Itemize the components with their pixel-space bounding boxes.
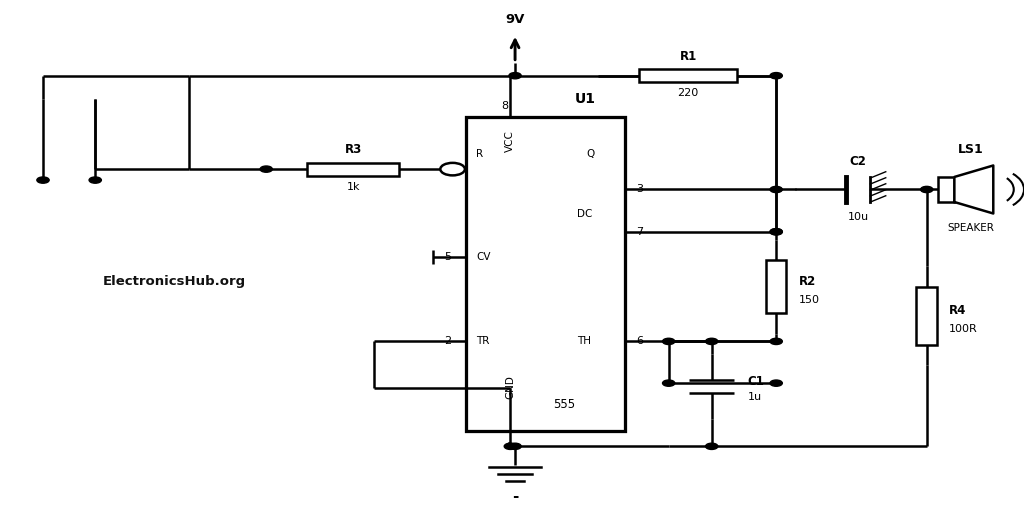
Text: 1: 1 bbox=[507, 442, 514, 452]
Text: GND: GND bbox=[506, 375, 515, 399]
Text: R: R bbox=[476, 149, 483, 159]
Text: 10u: 10u bbox=[848, 212, 868, 222]
Text: 4: 4 bbox=[444, 164, 451, 174]
Text: 6: 6 bbox=[637, 336, 643, 347]
Text: 3: 3 bbox=[637, 184, 643, 195]
Bar bbox=[766, 260, 786, 313]
Text: 5: 5 bbox=[444, 252, 451, 262]
Bar bbox=[466, 117, 625, 431]
Polygon shape bbox=[954, 165, 993, 213]
Circle shape bbox=[663, 380, 675, 386]
Circle shape bbox=[509, 443, 521, 449]
Text: 2: 2 bbox=[444, 336, 451, 347]
Circle shape bbox=[260, 166, 272, 172]
Text: Q: Q bbox=[587, 149, 595, 159]
Circle shape bbox=[770, 229, 782, 235]
Text: TH: TH bbox=[578, 336, 591, 347]
Circle shape bbox=[921, 186, 933, 193]
Text: VCC: VCC bbox=[506, 130, 515, 152]
Text: 8: 8 bbox=[502, 101, 509, 111]
Text: 220: 220 bbox=[678, 88, 698, 99]
Text: C2: C2 bbox=[850, 155, 866, 168]
Bar bbox=[307, 163, 399, 175]
Circle shape bbox=[770, 380, 782, 386]
Text: 9V: 9V bbox=[506, 13, 524, 26]
Bar bbox=[938, 177, 954, 202]
Text: DC: DC bbox=[578, 209, 593, 219]
Text: 7: 7 bbox=[637, 227, 643, 237]
Circle shape bbox=[770, 73, 782, 79]
Circle shape bbox=[37, 177, 49, 183]
Text: 1k: 1k bbox=[346, 182, 360, 192]
Text: R2: R2 bbox=[799, 275, 816, 288]
Text: U1: U1 bbox=[574, 92, 596, 106]
Text: R1: R1 bbox=[680, 50, 696, 63]
Text: C1: C1 bbox=[748, 375, 764, 387]
Bar bbox=[916, 287, 937, 345]
Text: CV: CV bbox=[476, 252, 490, 262]
Circle shape bbox=[89, 177, 101, 183]
Circle shape bbox=[509, 73, 521, 79]
Text: ElectronicsHub.org: ElectronicsHub.org bbox=[102, 276, 246, 288]
Circle shape bbox=[663, 338, 675, 345]
Circle shape bbox=[770, 338, 782, 345]
Circle shape bbox=[504, 443, 516, 449]
Circle shape bbox=[770, 229, 782, 235]
Text: 1u: 1u bbox=[748, 392, 762, 402]
Text: 150: 150 bbox=[799, 294, 820, 305]
Text: -: - bbox=[512, 489, 518, 504]
Text: R3: R3 bbox=[345, 144, 361, 157]
Text: 555: 555 bbox=[553, 398, 575, 411]
Circle shape bbox=[706, 338, 718, 345]
Circle shape bbox=[770, 186, 782, 193]
Circle shape bbox=[706, 443, 718, 449]
Text: 100R: 100R bbox=[949, 324, 978, 334]
Text: LS1: LS1 bbox=[957, 143, 984, 156]
Bar bbox=[639, 69, 737, 82]
Circle shape bbox=[440, 163, 465, 175]
Text: TR: TR bbox=[476, 336, 489, 347]
Text: R4: R4 bbox=[949, 304, 967, 317]
Text: SPEAKER: SPEAKER bbox=[947, 223, 994, 233]
